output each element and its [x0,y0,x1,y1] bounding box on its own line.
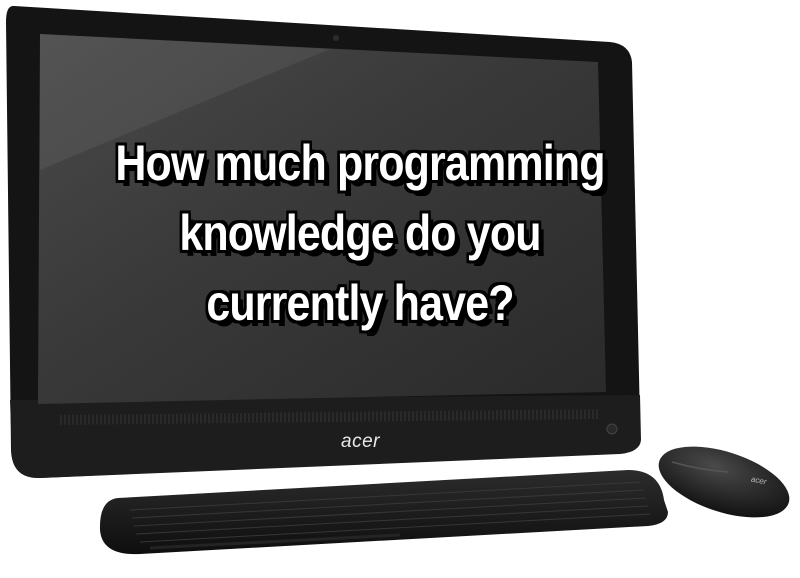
power-button [606,423,618,435]
webcam-icon [333,35,339,41]
caption-line-2: knowledge do you [179,205,541,261]
mouse-button-split [671,461,729,473]
monitor-brand-logo: acer [341,431,380,452]
monitor-chin [10,395,641,478]
screen-caption: How much programming knowledge do you cu… [60,128,660,338]
monitor-screen [38,34,606,404]
keyboard-keys [129,481,651,550]
mouse [658,446,790,518]
screen-glare [40,34,330,170]
caption-line-3: currently have? [206,275,514,331]
caption-line-1: How much programming [115,135,605,191]
